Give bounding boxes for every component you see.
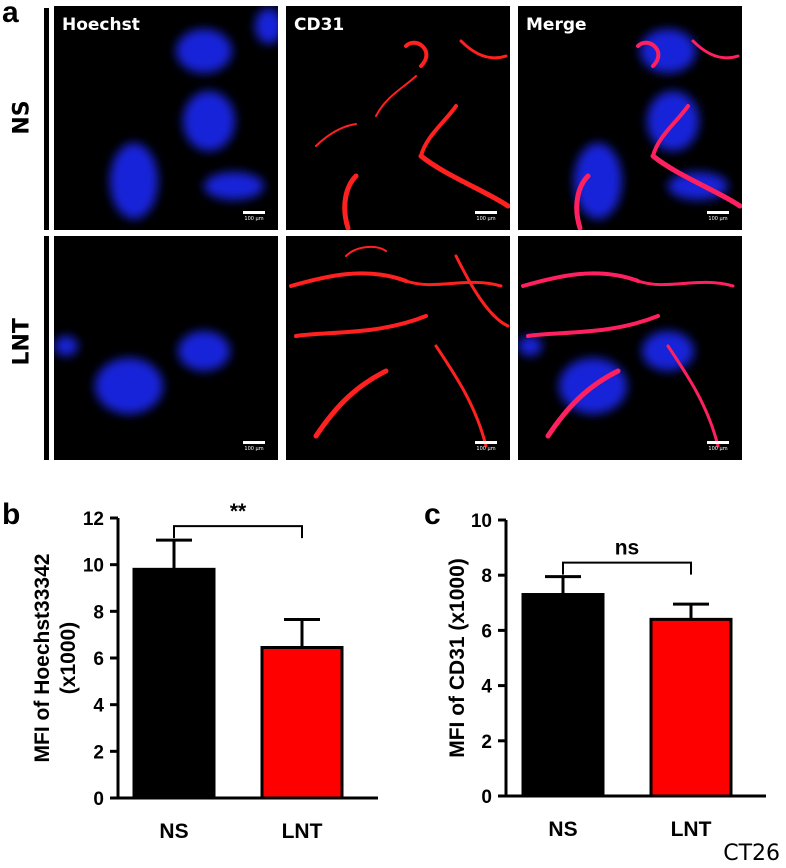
significance-bracket [562, 561, 692, 575]
image-ns-cd31: CD31 100 μm [286, 6, 510, 230]
y-tick-label: 12 [83, 509, 104, 530]
x-tick-label: LNT [671, 818, 712, 841]
chart-b-plot: 0 2 4 6 8 10 12 NS LNT ** MFI of Hoechst33342 (x100… [31, 500, 378, 843]
row-label-lnt: LNT [9, 318, 35, 366]
y-tick-label: 8 [481, 566, 492, 587]
y-axis-label: MFI of CD31 (x1000) [446, 558, 469, 758]
y-tick-label: 8 [93, 602, 104, 623]
scale-bar: 100 μm [474, 211, 498, 222]
vessels-image [315, 39, 510, 230]
scale-bar: 100 μm [706, 441, 730, 452]
y-tick-label: 6 [93, 649, 104, 670]
x-tick-label: LNT [282, 820, 323, 843]
image-ns-hoechst: Hoechst 100 μm [54, 6, 278, 230]
scale-bar: 100 μm [706, 211, 730, 222]
row-bar-ns [44, 8, 49, 230]
scale-bar: 100 μm [242, 211, 266, 222]
image-lnt-cd31: 100 μm [286, 236, 510, 460]
row-bar-lnt [44, 236, 49, 460]
y-axis-label: MFI of Hoechst33342 [31, 554, 54, 763]
significance-bracket [173, 525, 303, 539]
bar-lnt [260, 646, 344, 800]
scale-bar-label: 100 μm [708, 446, 728, 452]
scale-bar-label: 100 μm [244, 446, 264, 452]
y-tick-label: 4 [93, 696, 104, 717]
bar-ns [132, 567, 216, 800]
y-tick-label: 0 [93, 789, 104, 810]
x-tick-label: NS [548, 818, 577, 841]
nuclei-image [110, 8, 278, 219]
vessels-image [289, 245, 510, 448]
significance-label: ns [615, 537, 640, 560]
image-lnt-hoechst: 100 μm [54, 236, 278, 460]
chart-c: 0 2 4 6 8 10 NS LNT ns MFI of CD31 (x1000) [393, 490, 786, 860]
y-tick-label: 6 [481, 621, 492, 642]
panel-letter-b: b [2, 498, 21, 531]
scale-bar: 100 μm [474, 441, 498, 452]
y-tick-label: 2 [93, 742, 104, 763]
bar-ns [521, 593, 605, 798]
column-label-merge: Merge [526, 15, 587, 35]
image-ns-merge: Merge 100 μm [518, 6, 742, 230]
scale-bar: 100 μm [242, 441, 266, 452]
x-tick-label: NS [159, 820, 188, 843]
footer-label: CT26 [723, 841, 780, 866]
y-tick-label: 10 [471, 511, 492, 532]
merge-image [574, 29, 742, 230]
image-lnt-merge: 100 μm [518, 236, 742, 460]
bar-lnt [649, 617, 733, 798]
scale-bar-label: 100 μm [244, 216, 264, 222]
chart-c-plot: 0 2 4 6 8 10 NS LNT ns MFI of CD31 (x1000) [446, 511, 766, 841]
significance-label: ** [230, 500, 247, 523]
chart-b: 0 2 4 6 8 10 12 NS LNT ** MFI of Hoechst33342 (x100… [0, 490, 393, 860]
panel-letter-c: c [424, 498, 441, 531]
y-axis-label: (x1000) [57, 622, 80, 694]
scale-bar-label: 100 μm [476, 216, 496, 222]
y-tick-label: 4 [481, 677, 492, 698]
scale-bar-label: 100 μm [708, 216, 728, 222]
scale-bar-label: 100 μm [476, 446, 496, 452]
y-tick-label: 2 [481, 732, 492, 753]
panel-letter-a: a [2, 0, 19, 29]
column-label-hoechst: Hoechst [62, 15, 140, 35]
y-tick-label: 0 [481, 787, 492, 808]
y-tick-label: 10 [83, 556, 104, 577]
nuclei-image [54, 331, 230, 414]
column-label-cd31: CD31 [294, 15, 345, 35]
merge-image [518, 271, 735, 448]
row-label-ns: NS [9, 100, 35, 135]
